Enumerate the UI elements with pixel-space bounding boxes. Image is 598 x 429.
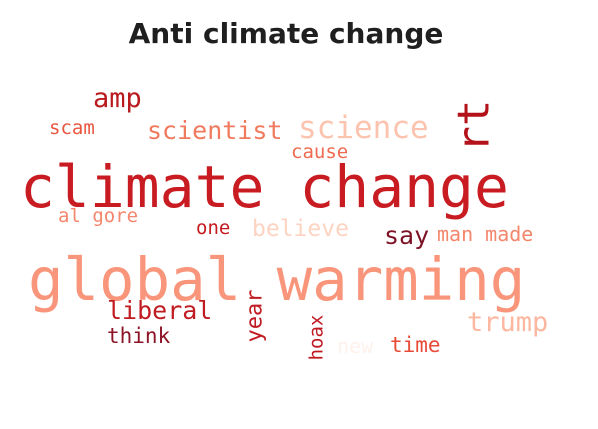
word-year: year — [242, 289, 268, 343]
word-global-warming: global warming — [28, 245, 526, 314]
word-new: new — [337, 334, 374, 358]
word-climate-change: climate change — [20, 153, 509, 221]
word-amp: amp — [93, 83, 142, 114]
word-think: think — [107, 324, 171, 348]
word-trump: trump — [467, 307, 549, 338]
word-time: time — [390, 333, 441, 357]
word-believe: believe — [252, 216, 349, 242]
word-science: science — [298, 110, 429, 146]
word-scientist: scientist — [147, 116, 283, 145]
word-hoax: hoax — [305, 314, 328, 361]
word-cause: cause — [291, 141, 349, 163]
word-liberal: liberal — [107, 296, 213, 325]
word-one: one — [196, 217, 231, 239]
chart-title: Anti climate change — [128, 17, 444, 50]
word-say: say — [384, 221, 430, 250]
word-rt: rt — [448, 99, 500, 153]
word-scam: scam — [49, 117, 95, 139]
word-man-made: man made — [437, 222, 534, 246]
word-al-gore: al gore — [58, 205, 139, 227]
